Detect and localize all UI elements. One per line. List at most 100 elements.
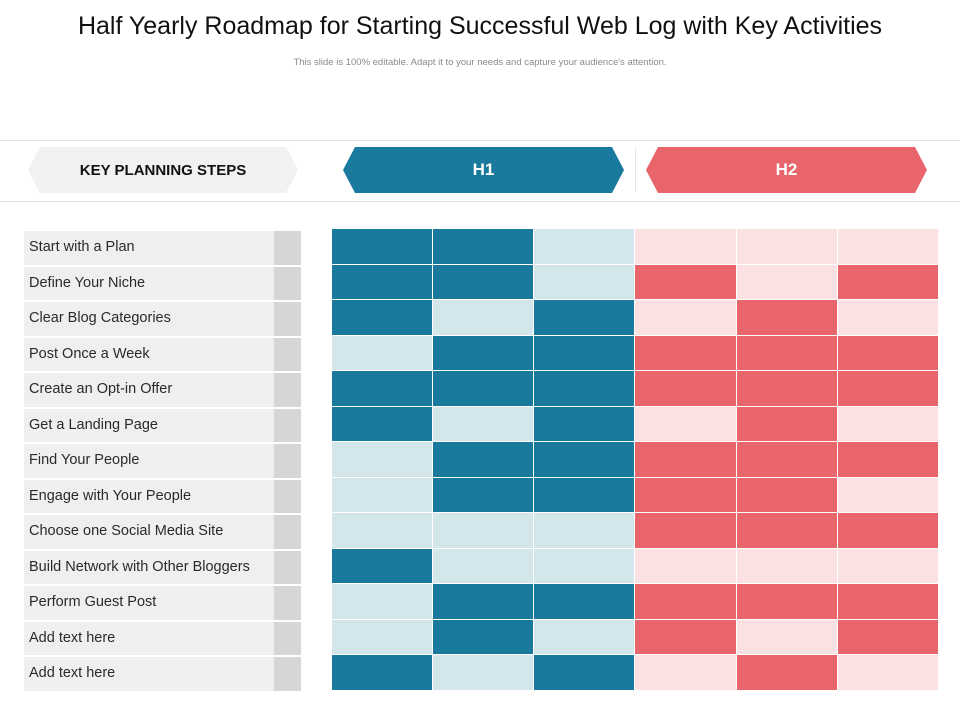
h1-active-cell — [534, 584, 636, 620]
planning-step-tab — [274, 515, 301, 549]
planning-step-label: Define Your Niche — [29, 274, 146, 291]
h2-active-cell — [635, 442, 737, 478]
h1-active-cell — [433, 264, 535, 300]
planning-step-label: Start with a Plan — [29, 239, 135, 255]
h1-inactive-cell — [433, 548, 535, 584]
planning-step-tab — [274, 231, 301, 265]
planning-step-tab — [274, 586, 301, 620]
planning-step-row: Find Your People — [24, 444, 301, 478]
planning-step-label: Engage with Your People — [29, 487, 192, 504]
planning-step-row: Clear Blog Categories — [24, 302, 301, 336]
planning-step-tab — [274, 621, 301, 655]
h2-inactive-cell — [736, 229, 838, 265]
h1-active-cell — [433, 584, 535, 620]
key-planning-steps-header: KEY PLANNING STEPS — [28, 147, 298, 193]
h2-active-cell — [635, 335, 737, 371]
h2-inactive-cell — [837, 477, 939, 513]
h2-active-cell — [837, 442, 939, 478]
planning-step-row: Add text here — [24, 621, 301, 655]
h1-inactive-cell — [534, 264, 636, 300]
planning-step-row: Perform Guest Post — [24, 586, 301, 620]
h1-inactive-cell — [534, 229, 636, 265]
h2-active-cell — [736, 513, 838, 549]
planning-steps-list: Start with a Plan Define Your Niche Clear … — [24, 231, 301, 693]
h1-inactive-cell — [433, 300, 535, 336]
header-bottom-divider — [0, 201, 960, 202]
h1-active-cell — [534, 371, 636, 407]
h1-active-cell — [332, 406, 434, 442]
h2-active-cell — [736, 406, 838, 442]
h2-inactive-cell — [635, 406, 737, 442]
h1-active-cell — [534, 300, 636, 336]
h2-active-cell — [635, 264, 737, 300]
planning-step-row: Build Network with Other Bloggers — [24, 550, 301, 584]
h1-active-cell — [332, 655, 434, 691]
h2-active-cell — [736, 477, 838, 513]
planning-step-label: Build Network with Other Bloggers — [29, 558, 250, 575]
planning-step-tab — [274, 550, 301, 584]
h1-active-cell — [534, 335, 636, 371]
h2-active-cell — [736, 442, 838, 478]
half-divider — [635, 148, 636, 192]
planning-step-row: Post Once a Week — [24, 337, 301, 371]
planning-step-label: Add text here — [29, 629, 116, 646]
planning-step-row: Start with a Plan — [24, 231, 301, 265]
h2-active-cell — [837, 335, 939, 371]
h1-active-cell — [332, 264, 434, 300]
planning-step-row: Choose one Social Media Site — [24, 515, 301, 549]
header-top-divider — [0, 140, 960, 141]
slide-title: Half Yearly Roadmap for Starting Success… — [77, 12, 883, 40]
h2-active-cell — [837, 371, 939, 407]
h2-inactive-cell — [837, 655, 939, 691]
h2-active-cell — [736, 335, 838, 371]
planning-step-label: Choose one Social Media Site — [29, 523, 224, 539]
h2-inactive-cell — [837, 548, 939, 584]
h2-inactive-cell — [635, 229, 737, 265]
h1-active-cell — [433, 335, 535, 371]
planning-step-tab — [274, 266, 301, 300]
h2-active-cell — [736, 300, 838, 336]
h1-inactive-cell — [332, 335, 434, 371]
h2-inactive-cell — [837, 300, 939, 336]
h1-inactive-cell — [534, 619, 636, 655]
h1-inactive-cell — [534, 513, 636, 549]
roadmap-grid — [332, 229, 939, 691]
planning-step-label: Get a Landing Page — [29, 416, 158, 433]
planning-step-label: Find Your People — [29, 452, 140, 468]
slide-subtitle: This slide is 100% editable. Adapt it to… — [293, 57, 667, 68]
planning-step-row: Get a Landing Page — [24, 408, 301, 442]
h2-active-cell — [837, 584, 939, 620]
h2-active-cell — [837, 619, 939, 655]
h2-inactive-cell — [837, 229, 939, 265]
h1-inactive-cell — [332, 477, 434, 513]
h2-inactive-cell — [635, 548, 737, 584]
planning-step-label: Create an Opt-in Offer — [29, 381, 173, 397]
h1-active-cell — [332, 229, 434, 265]
h1-active-cell — [433, 477, 535, 513]
h1-inactive-cell — [433, 655, 535, 691]
planning-step-label: Perform Guest Post — [29, 594, 157, 610]
planning-step-row: Define Your Niche — [24, 266, 301, 300]
planning-step-tab — [274, 302, 301, 336]
h1-active-cell — [534, 442, 636, 478]
h2-inactive-cell — [736, 548, 838, 584]
h1-inactive-cell — [332, 584, 434, 620]
h1-header: H1 — [343, 147, 624, 193]
h2-inactive-cell — [635, 300, 737, 336]
planning-step-tab — [274, 657, 301, 691]
planning-step-tab — [274, 408, 301, 442]
planning-step-row: Create an Opt-in Offer — [24, 373, 301, 407]
h2-inactive-cell — [635, 655, 737, 691]
planning-step-label: Clear Blog Categories — [29, 310, 171, 326]
h1-active-cell — [332, 300, 434, 336]
planning-step-row: Add text here — [24, 657, 301, 691]
h1-inactive-cell — [332, 442, 434, 478]
h2-active-cell — [837, 264, 939, 300]
h2-inactive-cell — [736, 619, 838, 655]
h1-inactive-cell — [433, 406, 535, 442]
h2-active-cell — [635, 619, 737, 655]
h2-active-cell — [736, 584, 838, 620]
h1-inactive-cell — [332, 619, 434, 655]
planning-step-label: Add text here — [29, 665, 116, 681]
h1-active-cell — [433, 619, 535, 655]
